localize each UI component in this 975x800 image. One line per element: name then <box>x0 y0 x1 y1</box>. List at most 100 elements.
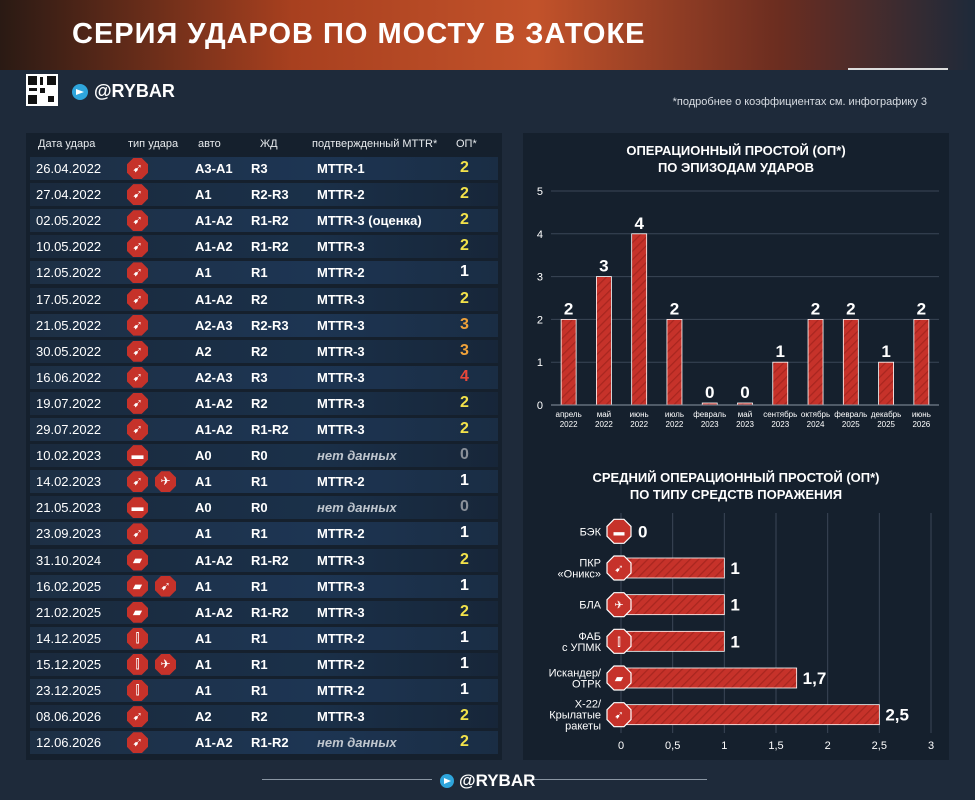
table-row: 16.06.2022 ➹ А2-А3 R3 MTTR-3 4 <box>30 365 498 389</box>
bar <box>620 667 798 689</box>
missile-icon: ➹ <box>127 392 148 414</box>
category-label: ПКР <box>579 558 601 570</box>
x-tick-month: июнь <box>912 410 931 419</box>
boat-icon: ▬ <box>127 445 148 467</box>
mttr-value: MTTR-3 <box>317 709 365 725</box>
mttr-value: MTTR-3 <box>317 317 365 333</box>
footer-handle[interactable]: @RYBAR <box>459 771 536 790</box>
chart1-title-line2: ПО ЭПИЗОДАМ УДАРОВ <box>657 160 815 175</box>
x-tick-year: 2023 <box>701 420 719 429</box>
op-value: 2 <box>460 289 469 307</box>
rail-damage: R3 <box>251 161 268 176</box>
rail-damage: R1-R2 <box>251 735 289 751</box>
op-value: 0 <box>460 498 469 516</box>
mttr-value: MTTR-2 <box>317 187 365 203</box>
chart2-title-line1: СРЕДНИЙ ОПЕРАЦИОННЫЙ ПРОСТОЙ (ОП*) <box>592 470 880 485</box>
missile-icon-glyph: ➹ <box>614 563 623 575</box>
op-value: 0 <box>460 446 469 464</box>
y-tick-label: 1 <box>537 357 543 369</box>
x-tick-month: октябрь <box>801 410 830 419</box>
category-label: Крылатые <box>549 710 601 722</box>
auto-damage: А1-А2 <box>195 422 233 437</box>
category-label: с УПМК <box>562 642 602 654</box>
bar <box>772 361 789 406</box>
strike-date: 17.05.2022 <box>36 291 102 307</box>
missile-icon-glyph: ➹ <box>614 710 623 722</box>
charts-panel: ОПЕРАЦИОННЫЙ ПРОСТОЙ (ОП*) ПО ЭПИЗОДАМ У… <box>523 133 949 760</box>
x-tick-year: 2022 <box>560 420 578 429</box>
mttr-value: MTTR-3 <box>317 604 365 620</box>
op-value: 3 <box>460 315 469 333</box>
auto-damage: А0 <box>195 500 212 516</box>
rail-damage: R1 <box>251 656 268 672</box>
y-tick-label: 2 <box>537 314 543 326</box>
bombs-icon: ⫿ <box>127 627 148 649</box>
x-tick-month: июль <box>665 410 684 419</box>
data-label: 1 <box>881 342 890 361</box>
auto-damage: А0 <box>195 448 212 464</box>
op-value: 2 <box>460 602 469 620</box>
op-value: 1 <box>460 472 469 490</box>
chart-downtime-by-episode: 0123452апрель20223май20224июнь20222июль2… <box>537 186 939 429</box>
uav-icon: ✈ <box>155 471 176 493</box>
auto-damage: А2-А3 <box>195 369 233 385</box>
y-tick-label: 3 <box>537 272 543 284</box>
data-label: 1 <box>730 559 739 578</box>
col-header-date: Дата удара <box>38 138 96 150</box>
x-tick-label: 1,5 <box>768 740 783 752</box>
rail-damage: R1-R2 <box>251 604 289 620</box>
y-tick-label: 5 <box>537 186 543 198</box>
rail-damage: R2 <box>251 343 268 359</box>
category-label: ракеты <box>565 721 601 733</box>
table-row: 10.02.2023 ▬ А0 R0 нет данных 0 <box>30 444 498 468</box>
missile-icon <box>606 555 632 581</box>
strike-date: 12.06.2026 <box>36 735 102 751</box>
mttr-value: MTTR-3 <box>317 395 365 411</box>
mttr-value: MTTR-3 (оценка) <box>317 213 422 229</box>
col-header-type: тип удара <box>128 138 179 150</box>
rail-damage: R1-R2 <box>251 552 289 568</box>
rail-damage: R1-R2 <box>251 239 289 255</box>
rail-damage: R1 <box>251 265 268 281</box>
telegram-icon[interactable] <box>440 774 454 788</box>
x-tick-month: май <box>597 410 611 419</box>
chart-downtime-by-weapon: 0 0,5 1 1,5 2 2,5 3 ▬ 0 БЭК ➹ 1 ПКР«Оникс» ✈ 1 БЛА ⫿ 1 ФАБ… <box>549 513 934 752</box>
x-tick-label: 2 <box>825 740 831 752</box>
table-row: 19.07.2022 ➹ А1-А2 R2 MTTR-3 2 <box>30 391 498 415</box>
auto-damage: А2-А3 <box>195 317 233 333</box>
missile-icon: ➹ <box>127 210 148 232</box>
qr-code-icon <box>26 74 58 106</box>
strike-date: 14.02.2023 <box>36 474 102 490</box>
strike-date: 21.05.2023 <box>36 500 102 516</box>
strike-date: 21.02.2025 <box>36 604 102 620</box>
op-value: 2 <box>460 159 469 176</box>
chart2-title-line2: ПО ТИПУ СРЕДСТВ ПОРАЖЕНИЯ <box>629 487 843 502</box>
uav-icon: ✈ <box>155 653 176 675</box>
bar <box>666 318 683 406</box>
x-tick-year: 2022 <box>630 420 648 429</box>
auto-damage: А1 <box>195 683 212 698</box>
x-tick-month: сентябрь <box>763 410 797 419</box>
strike-date: 19.07.2022 <box>36 395 102 411</box>
chart1-title-line1: ОПЕРАЦИОННЫЙ ПРОСТОЙ (ОП*) <box>626 143 846 158</box>
table-row: 17.05.2022 ➹ А1-А2 R2 MTTR-3 2 <box>30 287 498 311</box>
strike-date: 15.12.2025 <box>36 656 102 672</box>
launcher-icon: ▰ <box>127 549 148 571</box>
missile-icon: ➹ <box>127 732 148 754</box>
op-value: 2 <box>460 707 469 725</box>
strike-date: 12.05.2022 <box>36 265 102 281</box>
data-label: 4 <box>634 214 644 233</box>
table-row: 15.12.2025 ⫿ ✈ А1 R1 MTTR-2 1 <box>30 652 498 676</box>
strike-date: 10.02.2023 <box>36 448 102 464</box>
launcher-icon-glyph: ▰ <box>615 673 624 685</box>
footer-line-right <box>532 779 707 780</box>
x-tick-year: 2024 <box>807 420 825 429</box>
launcher-icon: ▰ <box>127 601 148 623</box>
table-row: 29.07.2022 ➹ А1-А2 R1-R2 MTTR-3 2 <box>30 418 498 441</box>
channel-handle[interactable]: @RYBAR <box>94 81 175 101</box>
mttr-value: MTTR-3 <box>317 239 365 255</box>
table-row: 14.12.2025 ⫿ А1 R1 MTTR-2 1 <box>30 626 498 650</box>
mttr-value: MTTR-2 <box>317 526 365 542</box>
col-header-op: ОП* <box>456 138 477 150</box>
telegram-icon[interactable] <box>72 84 88 100</box>
